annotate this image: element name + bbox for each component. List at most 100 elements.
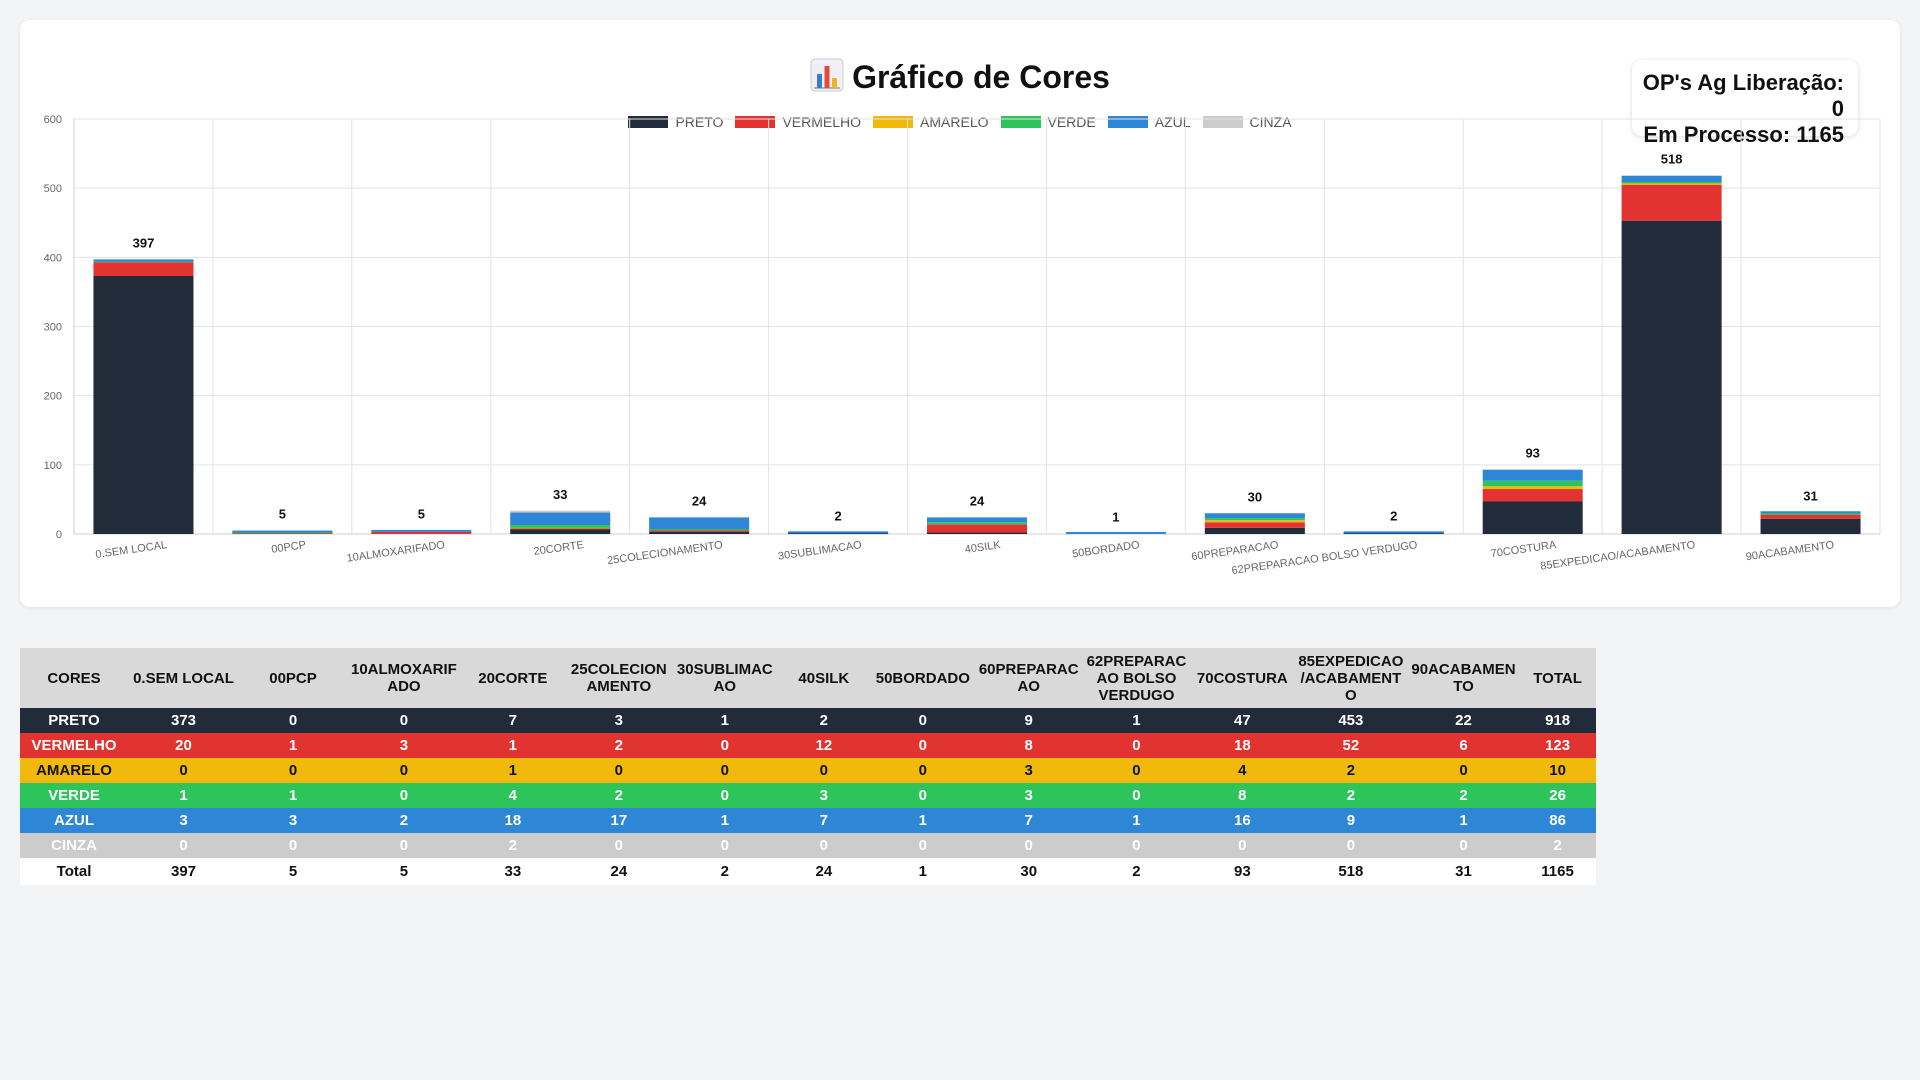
table-header-25colecionamento: 25COLECION AMENTO bbox=[564, 648, 673, 708]
legend-label-amarelo: AMARELO bbox=[920, 114, 989, 130]
status-box: OP's Ag Liberação: 0 Em Processo: 1165 bbox=[1632, 60, 1858, 147]
table-cell: 1 bbox=[1459, 812, 1468, 829]
table-cell: 0 bbox=[918, 762, 928, 779]
bar-amarelo-70costura bbox=[1482, 486, 1583, 490]
table-cell: 2 bbox=[1346, 787, 1356, 804]
table-row-amarelo: AMARELO 0 0 0 1 0 0 0 0 3 0 4 2 0 10 bbox=[20, 758, 1596, 783]
bar-verde-85expedicao-acabamento bbox=[1621, 181, 1722, 184]
table-cell: 47 bbox=[1234, 712, 1251, 729]
bar-azul-62preparacao-bolso-verdugo bbox=[1343, 531, 1444, 534]
table-cell: 18 bbox=[504, 812, 522, 829]
table-row-cinza: CINZA 0 0 0 2 0 0 0 0 0 0 0 0 0 2 bbox=[20, 833, 1596, 858]
table-cell: 0 bbox=[288, 712, 298, 729]
legend-label-vermelho: VERMELHO bbox=[782, 114, 862, 130]
table-cell: 0 bbox=[720, 837, 730, 854]
table-cell: 1 bbox=[1132, 812, 1141, 829]
table-cell: 0 bbox=[1346, 837, 1356, 854]
legend-label-cinza: CINZA bbox=[1249, 114, 1292, 130]
bar-total-label-20corte: 33 bbox=[553, 487, 567, 502]
bar-azul-00pcp bbox=[232, 530, 333, 533]
table-cell: 3 bbox=[1024, 787, 1033, 804]
bar-verde-20corte bbox=[510, 525, 611, 528]
grand-total: 1165 bbox=[1519, 858, 1596, 885]
table-cell: 30 bbox=[974, 858, 1083, 885]
table-cell: 0 bbox=[1132, 762, 1141, 779]
row-total: 918 bbox=[1545, 712, 1571, 729]
table-cell: 2 bbox=[1346, 762, 1356, 779]
bar-total-label-30sublimacao: 2 bbox=[834, 509, 841, 524]
y-tick-label: 500 bbox=[44, 183, 62, 195]
bar-cinza-20corte bbox=[510, 510, 611, 513]
table-cell: 16 bbox=[1234, 812, 1251, 829]
row-total: 10 bbox=[1549, 762, 1566, 779]
table-cell: 0 bbox=[720, 762, 730, 779]
bar-azul-90acabamento bbox=[1760, 511, 1861, 514]
bar-chart-emoji-icon bbox=[810, 58, 844, 100]
bar-azul-40silk bbox=[926, 517, 1028, 523]
status-ag-liberacao: OP's Ag Liberação: 0 bbox=[1642, 70, 1844, 121]
table-cell: 2 bbox=[508, 837, 518, 854]
x-tick-label-25colecionamento: 25COLECIONAMENTO bbox=[606, 539, 724, 567]
x-tick-label-20corte: 20CORTE bbox=[533, 539, 585, 558]
table-cell: 0 bbox=[918, 712, 928, 729]
table-cell: 1 bbox=[918, 812, 928, 829]
row-label: VERDE bbox=[48, 787, 100, 804]
table-cell: 0 bbox=[720, 737, 730, 754]
table-header-70costura: 70COSTURA bbox=[1190, 648, 1295, 708]
bar-amarelo-60preparacao bbox=[1204, 520, 1305, 523]
table-header-total: TOTAL bbox=[1519, 648, 1596, 708]
table-cell: 1 bbox=[288, 737, 298, 754]
table-cell: 4 bbox=[1238, 762, 1247, 779]
bar-vermelho-70costura bbox=[1482, 489, 1583, 502]
table-header-90acabamento: 90ACABAMEN TO bbox=[1407, 648, 1520, 708]
table-header-0-sem-local: 0.SEM LOCAL bbox=[128, 648, 239, 708]
table-header-10almoxarifado: 10ALMOXARIF ADO bbox=[347, 648, 461, 708]
bar-preto-70costura bbox=[1482, 501, 1583, 534]
bar-verde-60preparacao bbox=[1204, 518, 1305, 521]
row-label: AMARELO bbox=[36, 762, 112, 779]
x-tick-label-90acabamento: 90ACABAMENTO bbox=[1745, 539, 1835, 563]
bar-vermelho-10almoxarifado bbox=[371, 531, 472, 534]
table-cell: 0 bbox=[1132, 837, 1141, 854]
table-row-azul: AZUL 3 3 2 18 17 1 7 1 7 1 16 9 1 86 bbox=[20, 808, 1596, 833]
y-tick-label: 100 bbox=[44, 460, 62, 472]
table-cell: 3 bbox=[288, 812, 298, 829]
table-cell: 0 bbox=[1132, 787, 1141, 804]
table-cell: 5 bbox=[239, 858, 347, 885]
table-cell: 0 bbox=[1132, 737, 1141, 754]
table-cell: 7 bbox=[819, 812, 829, 829]
bar-azul-50bordado bbox=[1065, 532, 1166, 534]
row-label: PRETO bbox=[48, 712, 100, 729]
table-cell: 9 bbox=[1346, 812, 1356, 829]
table-cell: 8 bbox=[1238, 787, 1247, 804]
bar-vermelho-0-sem-local bbox=[93, 262, 194, 277]
status-em-processo: Em Processo: 1165 bbox=[1643, 122, 1844, 147]
table-cell: 18 bbox=[1234, 737, 1251, 754]
bar-vermelho-40silk bbox=[926, 524, 1028, 533]
table-cell: 6 bbox=[1459, 737, 1468, 754]
bar-vermelho-25colecionamento bbox=[649, 529, 750, 532]
bar-preto-60preparacao bbox=[1204, 527, 1305, 534]
bar-preto-40silk bbox=[926, 532, 1028, 534]
bar-amarelo-85expedicao-acabamento bbox=[1621, 182, 1722, 185]
table-cell: 1 bbox=[288, 787, 298, 804]
table-cell: 0 bbox=[918, 787, 928, 804]
table-header-85expedicao-acabamento: 85EXPEDICAO /ACABAMENT O bbox=[1294, 648, 1408, 708]
table-cell: 0 bbox=[1024, 837, 1033, 854]
table-cell: 2 bbox=[614, 787, 624, 804]
table-cell: 0 bbox=[720, 787, 730, 804]
y-tick-label: 300 bbox=[44, 322, 62, 334]
table-cell: 4 bbox=[508, 787, 518, 804]
table-cell: 397 bbox=[128, 858, 239, 885]
bar-azul-85expedicao-acabamento bbox=[1621, 175, 1722, 182]
bar-verde-40silk bbox=[926, 522, 1028, 525]
table-cell: 31 bbox=[1407, 858, 1520, 885]
table-cell: 0 bbox=[819, 837, 829, 854]
table-row-verde: VERDE 1 1 0 4 2 0 3 0 3 0 8 2 2 26 bbox=[20, 783, 1596, 808]
table-cell: 0 bbox=[288, 762, 298, 779]
table-cell: 0 bbox=[288, 837, 298, 854]
table-cell: 0 bbox=[179, 762, 188, 779]
bar-preto-85expedicao-acabamento bbox=[1621, 220, 1722, 535]
table-header-40silk: 40SILK bbox=[776, 648, 871, 708]
table-cell: 1 bbox=[870, 858, 975, 885]
